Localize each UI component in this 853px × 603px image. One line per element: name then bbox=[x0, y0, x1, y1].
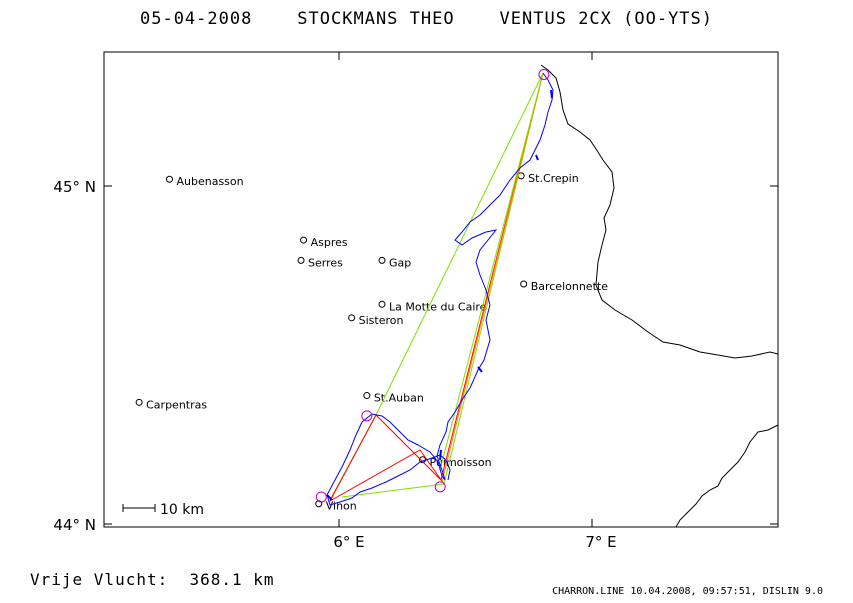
place-marker-icon bbox=[297, 256, 305, 264]
pilot-name: STOCKMANS THEO bbox=[297, 9, 455, 29]
lon-tick-7: 7° E bbox=[585, 533, 616, 551]
place-label: Barcelonnette bbox=[531, 280, 609, 293]
place-marker-icon bbox=[378, 256, 386, 264]
place-marker-icon bbox=[300, 236, 308, 244]
place-label: Gap bbox=[389, 256, 411, 269]
place-label: Serres bbox=[308, 256, 343, 269]
lon-tick-6: 6° E bbox=[333, 533, 364, 551]
leg-red-1 bbox=[328, 72, 544, 503]
task-legs bbox=[328, 72, 544, 503]
distance-value: 368.1 km bbox=[189, 570, 275, 589]
lat-tick-44: 44° N bbox=[53, 516, 96, 534]
place-label: Sisteron bbox=[359, 314, 404, 327]
flight-track-climb bbox=[326, 89, 553, 501]
leg-green-1 bbox=[329, 72, 544, 501]
leg-green-2 bbox=[341, 72, 544, 498]
place-marker-icon bbox=[135, 398, 143, 406]
turnpoint-circle-icon bbox=[538, 68, 550, 80]
page-title: 05-04-2008 STOCKMANS THEO VENTUS 2CX (OO… bbox=[0, 9, 853, 29]
axis-ticks bbox=[104, 52, 778, 527]
lat-tick-45: 45° N bbox=[53, 178, 96, 196]
place-label: Vinon bbox=[326, 500, 357, 513]
scale-bar-label: 10 km bbox=[160, 502, 204, 518]
glider-name: VENTUS 2CX (OO-YTS) bbox=[499, 9, 714, 29]
place-marker-icon bbox=[348, 314, 356, 322]
place-marker-icon bbox=[165, 175, 173, 183]
place-marker-icon bbox=[520, 280, 528, 288]
turnpoint-circle-icon bbox=[434, 481, 446, 493]
country-border bbox=[540, 64, 779, 528]
leg-green-3 bbox=[439, 72, 544, 471]
flight-date: 05-04-2008 bbox=[139, 9, 253, 29]
turnpoint-circle-icon bbox=[315, 491, 327, 503]
place-marker-icon bbox=[378, 300, 386, 308]
turnpoint-circle-icon bbox=[361, 410, 373, 422]
place-label: St.Crepin bbox=[528, 172, 579, 185]
place-label: La Motte du Caire bbox=[389, 300, 487, 313]
scale-bar bbox=[122, 504, 156, 512]
turnpoint-markers bbox=[315, 68, 550, 503]
file-info: CHARRON.LINE 10.04.2008, 09:57:51, DISLI… bbox=[552, 586, 823, 597]
place-label: Carpentras bbox=[146, 398, 207, 411]
map-frame bbox=[103, 51, 779, 528]
leg-orange-1 bbox=[441, 72, 544, 483]
place-marker-icon bbox=[363, 392, 371, 400]
place-markers: Aubenasson Aspres Serres Gap La Motte du Cai… bbox=[135, 172, 609, 513]
flight-track bbox=[326, 72, 554, 506]
place-label: St.Auban bbox=[374, 392, 424, 405]
place-label: Aubenasson bbox=[176, 175, 243, 188]
place-label: Aspres bbox=[311, 236, 348, 249]
distance-label: Vrije Vlucht: bbox=[30, 570, 169, 589]
distance-readout: Vrije Vlucht: 368.1 km bbox=[30, 570, 275, 589]
